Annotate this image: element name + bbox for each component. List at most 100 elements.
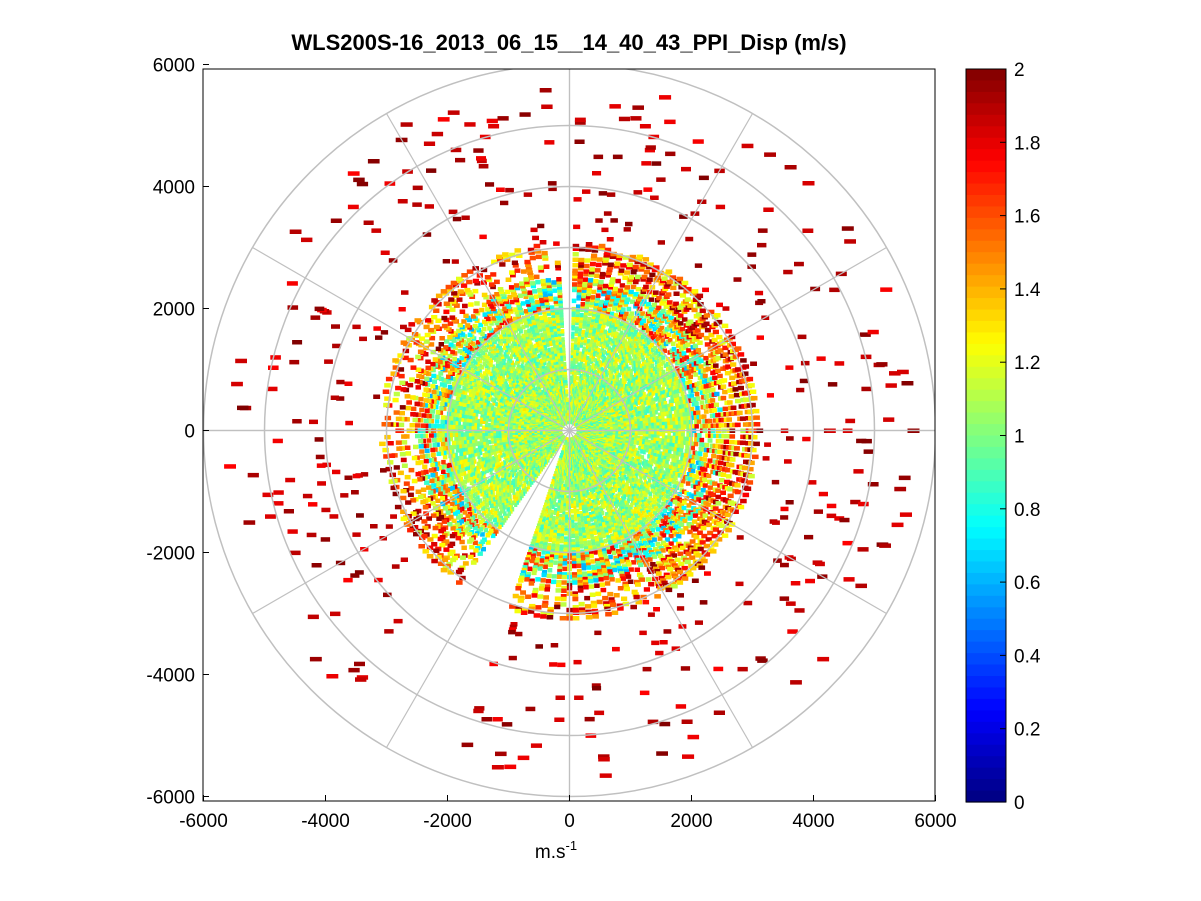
scan-cell: [581, 491, 585, 496]
scan-cell: [692, 139, 704, 144]
scan-cell: [680, 465, 685, 470]
scan-cell: [660, 398, 664, 403]
scan-cell: [637, 332, 642, 337]
scan-cell: [571, 372, 575, 378]
scan-cell: [665, 480, 670, 485]
scan-cell: [672, 471, 677, 476]
scan-cell: [786, 436, 794, 441]
scan-cell: [580, 513, 583, 519]
scan-cell: [592, 614, 599, 619]
scan-cell: [608, 337, 612, 342]
scan-cell: [608, 285, 614, 290]
scan-cell: [589, 528, 593, 534]
scan-cell: [613, 333, 618, 339]
scan-cell: [622, 255, 629, 260]
scan-cell: [596, 543, 601, 549]
scan-cell: [623, 533, 628, 538]
scan-cell: [661, 533, 667, 538]
scan-cell: [639, 415, 643, 421]
scan-cell: [586, 322, 591, 327]
scan-cell: [655, 440, 659, 446]
scan-cell: [626, 550, 632, 555]
scan-cell: [603, 392, 606, 397]
scan-cell: [705, 388, 711, 394]
scan-cell: [619, 297, 625, 303]
scan-cell: [606, 508, 610, 513]
scan-cell: [612, 367, 616, 373]
scan-cell: [635, 358, 639, 364]
scan-cell: [662, 425, 666, 430]
scan-cell: [639, 124, 651, 129]
scan-cell: [656, 498, 661, 503]
scan-cell: [573, 356, 576, 361]
scan-cell: [612, 452, 616, 457]
scan-cell: [694, 474, 700, 480]
scan-cell: [605, 351, 609, 356]
scan-cell: [689, 384, 694, 389]
scan-cell: [853, 469, 864, 474]
scan-cell: [572, 257, 579, 262]
scan-cell: [604, 474, 608, 480]
scan-cell: [655, 393, 659, 398]
scan-cell: [577, 522, 581, 527]
scan-cell: [640, 489, 644, 494]
scan-cell: [622, 325, 627, 331]
scan-cell: [621, 564, 627, 569]
scan-cell: [701, 533, 708, 539]
scan-cell: [639, 630, 647, 636]
scan-cell: [677, 593, 684, 598]
scan-cell: [698, 461, 704, 466]
scan-cell: [651, 431, 655, 436]
scan-cell: [601, 504, 605, 510]
scan-cell: [651, 422, 655, 428]
scan-cell: [710, 387, 716, 392]
scan-cell: [583, 411, 587, 416]
scan-cell: [662, 382, 666, 387]
scan-cell: [572, 252, 579, 257]
scan-cell: [599, 351, 603, 356]
scan-cell: [613, 501, 617, 506]
scan-cell: [576, 486, 580, 491]
scan-cell: [597, 488, 601, 493]
scan-cell: [620, 496, 624, 501]
scan-cell: [634, 301, 640, 307]
scan-cell: [593, 499, 597, 504]
scan-cell: [600, 354, 604, 360]
scan-cell: [623, 482, 627, 487]
scan-cell: [834, 361, 845, 366]
scan-cell: [660, 288, 667, 294]
scan-cell: [579, 312, 584, 318]
scan-cell: [634, 393, 638, 398]
scan-cell: [712, 329, 719, 335]
scan-cell: [694, 382, 700, 387]
scan-cell: [608, 415, 611, 420]
scan-cell: [609, 599, 616, 605]
scan-cell: [618, 556, 624, 562]
scan-cell: [616, 450, 620, 455]
scan-cell: [685, 380, 690, 386]
scan-cell: [586, 475, 590, 480]
scan-cell: [748, 441, 755, 446]
scan-cell: [600, 401, 604, 406]
scan-cell: [598, 191, 608, 196]
scan-cell: [681, 408, 686, 413]
scan-cell: [710, 433, 716, 438]
scan-cell: [684, 355, 690, 360]
scan-cell: [588, 578, 594, 584]
scan-cell: [701, 395, 706, 400]
scan-cell: [634, 277, 640, 282]
scan-cell: [712, 375, 718, 381]
scan-cell: [698, 471, 704, 476]
scan-cell: [632, 524, 637, 530]
scan-cell: [575, 472, 579, 478]
scan-cell: [654, 360, 659, 365]
scan-cell: [612, 375, 616, 380]
scan-cell: [594, 273, 600, 278]
scan-cell: [601, 533, 606, 539]
scan-cell: [598, 551, 603, 557]
scan-cell: [667, 425, 671, 430]
scan-cell: [617, 606, 624, 611]
scan-cell: [700, 525, 707, 531]
scan-cell: [636, 416, 640, 421]
scan-cell: [599, 557, 604, 562]
